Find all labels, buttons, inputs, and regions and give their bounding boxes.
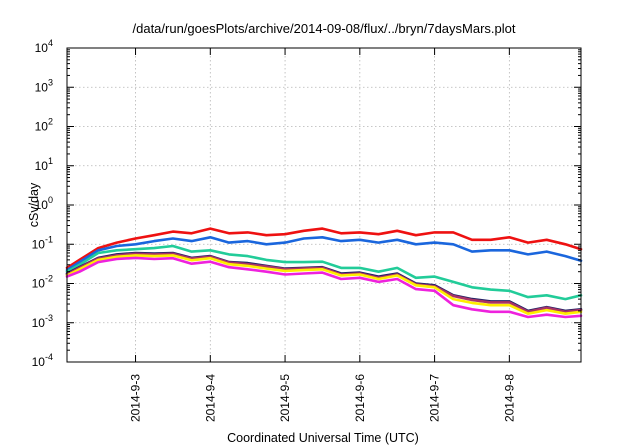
- x-tick-label: 2014-9-5: [278, 374, 292, 422]
- x-tick-label: 2014-9-3: [129, 374, 143, 422]
- y-tick-label: 10-2: [32, 274, 53, 291]
- y-tick-label: 101: [35, 156, 53, 173]
- y-tick-label: 103: [35, 77, 53, 94]
- x-tick-label: 2014-9-4: [203, 374, 217, 422]
- series-line-7: [65, 256, 583, 319]
- ticks: [67, 47, 581, 363]
- y-tick-label: 10-4: [32, 352, 53, 369]
- y-tick-label: 100: [35, 195, 53, 212]
- x-tick-labels: 2014-9-3 2014-9-4 2014-9-5 2014-9-6 2014-9-7…: [129, 374, 517, 422]
- x-tick-label: 2014-9-6: [353, 374, 367, 422]
- series-line-3: [65, 244, 583, 301]
- grid: [67, 48, 581, 362]
- series-line-6: [65, 254, 583, 316]
- x-axis-label: Coordinated Universal Time (UTC): [227, 431, 419, 445]
- series-line-5: [65, 252, 583, 314]
- x-tick-label: 2014-9-8: [502, 374, 516, 422]
- y-tick-label: 102: [35, 117, 53, 134]
- y-tick-labels: 10-4 10-3 10-2 10-1 100 101 102 103 104: [32, 38, 53, 369]
- y-axis-label: cSv/day: [27, 182, 41, 227]
- chart-title: /data/run/goesPlots/archive/2014-09-08/f…: [133, 21, 516, 36]
- y-tick-label: 10-1: [32, 234, 53, 251]
- y-tick-label: 104: [35, 38, 53, 55]
- series-line-1: [65, 227, 583, 270]
- y-tick-label: 10-3: [32, 313, 53, 330]
- x-tick-label: 2014-9-7: [428, 374, 442, 422]
- series-line-2: [65, 236, 583, 272]
- series-layer: [65, 227, 583, 319]
